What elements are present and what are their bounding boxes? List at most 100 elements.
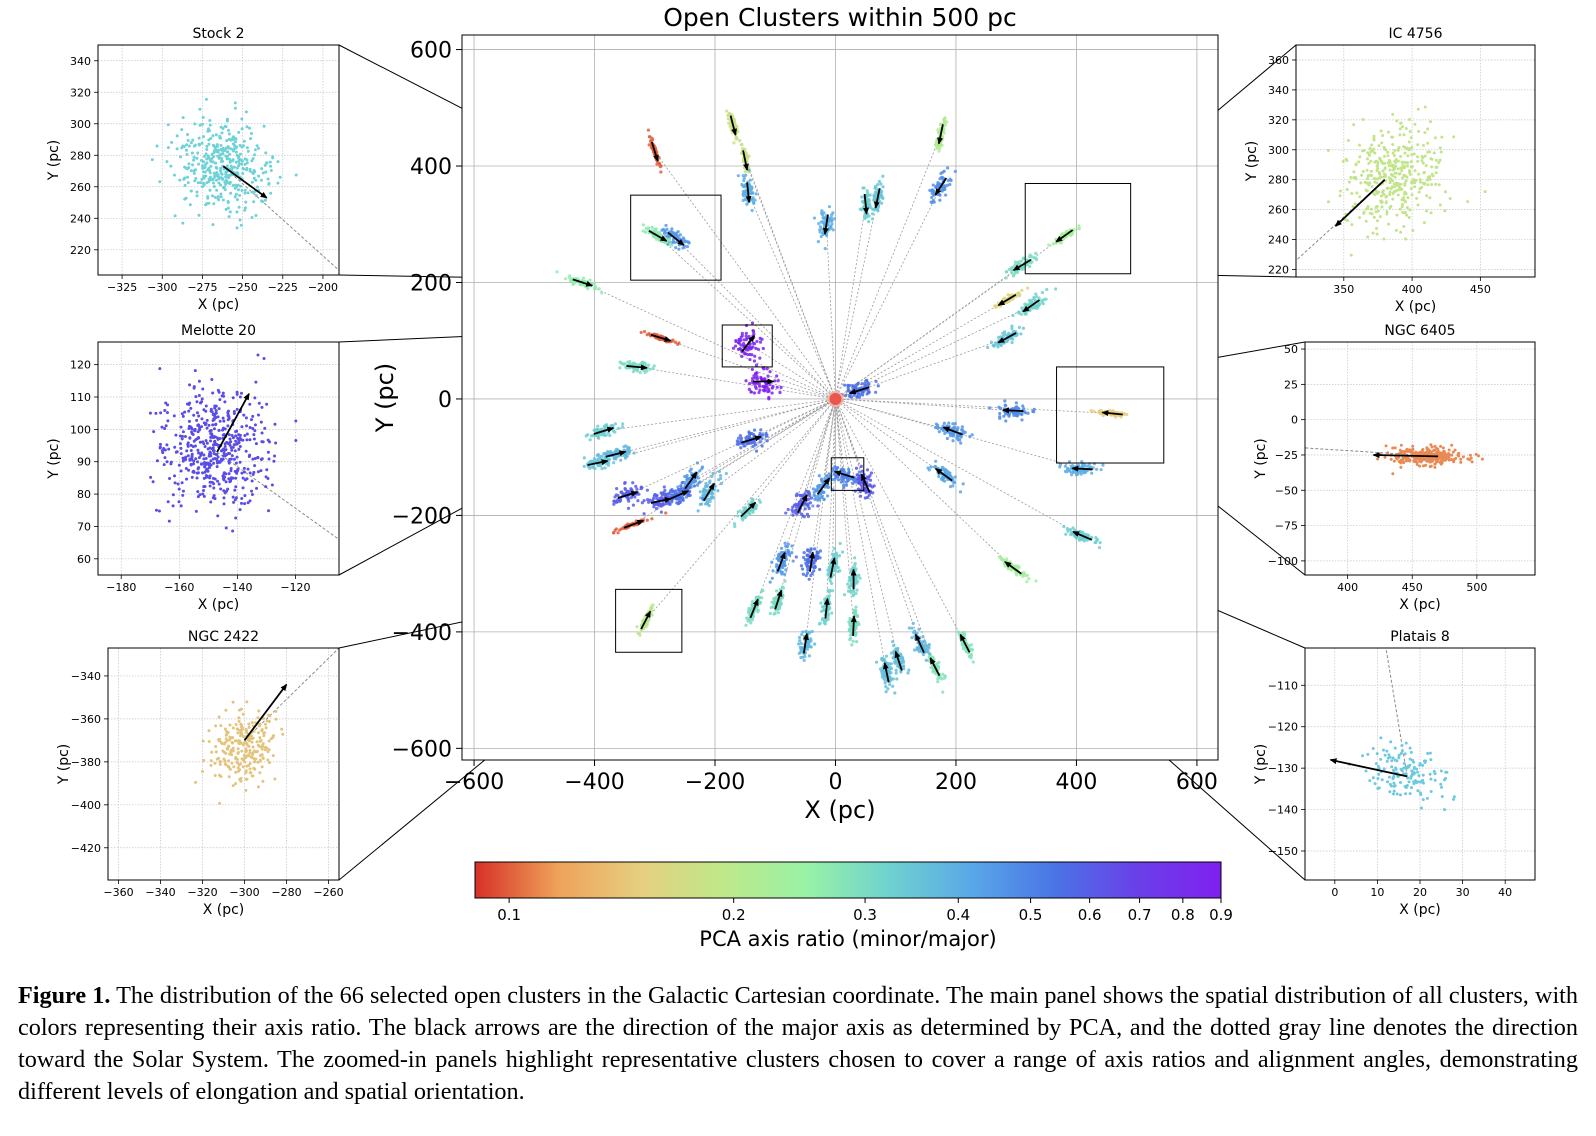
cluster-member-point bbox=[677, 247, 681, 251]
sun-direction-line bbox=[823, 398, 836, 487]
cluster-member-point bbox=[844, 483, 849, 487]
y-tick-label: −200 bbox=[392, 504, 452, 529]
cluster-member-point bbox=[644, 625, 648, 629]
cluster-member-point bbox=[790, 551, 794, 555]
cluster-member-point bbox=[655, 493, 659, 498]
cluster-member-point bbox=[733, 524, 737, 529]
inset-member-point bbox=[189, 169, 193, 173]
cluster-member-point bbox=[847, 467, 851, 471]
inset-member-point bbox=[216, 148, 220, 152]
cluster-member-point bbox=[745, 336, 749, 340]
cluster-member-point bbox=[673, 240, 677, 245]
inset-member-point bbox=[235, 166, 239, 170]
inset-member-point bbox=[250, 190, 254, 194]
cluster-member-point bbox=[826, 614, 830, 619]
cluster-member-point bbox=[658, 232, 662, 236]
cluster-member-point bbox=[751, 507, 755, 512]
cluster-member-point bbox=[948, 182, 952, 187]
inset-member-point bbox=[174, 433, 178, 437]
cluster-member-point bbox=[750, 321, 755, 325]
cluster-member-point bbox=[1076, 472, 1080, 476]
x-tick-label: 200 bbox=[935, 770, 977, 795]
cluster-member-point bbox=[742, 189, 746, 194]
inset-member-point bbox=[185, 148, 189, 152]
inset-y-tick-label: 80 bbox=[77, 488, 91, 501]
cluster-member-point bbox=[695, 461, 700, 465]
cluster-member-point bbox=[959, 441, 963, 445]
cluster-member-point bbox=[1021, 404, 1025, 408]
sun-direction-line bbox=[835, 398, 1083, 537]
inset-member-point bbox=[232, 457, 236, 461]
cluster-member-point bbox=[872, 197, 876, 201]
cluster-member-point bbox=[827, 590, 831, 594]
cluster-member-point bbox=[815, 551, 819, 555]
cluster-member-point bbox=[783, 579, 787, 583]
cluster-member-point bbox=[1080, 460, 1084, 464]
cluster-member-point bbox=[943, 676, 947, 680]
cluster-member-point bbox=[802, 515, 806, 519]
cluster-member-point bbox=[1064, 470, 1069, 474]
inset-member-point bbox=[193, 369, 197, 373]
inset-member-point bbox=[224, 178, 228, 182]
cluster-member-point bbox=[953, 169, 957, 174]
cluster-member-point bbox=[854, 386, 858, 390]
inset-member-point bbox=[265, 161, 269, 165]
cluster-member-point bbox=[807, 577, 811, 581]
cluster-member-point bbox=[744, 379, 748, 383]
cluster-member-point bbox=[831, 228, 835, 232]
cluster-member-point bbox=[668, 242, 672, 246]
main-panel: −600 −400 −200 0 200 400 600−600−400−200020040… bbox=[371, 3, 1219, 824]
cluster-member-point bbox=[840, 550, 845, 554]
y-tick-label: −600 bbox=[392, 737, 452, 762]
cluster-member-point bbox=[929, 666, 933, 670]
cluster-member-point bbox=[748, 178, 752, 182]
cluster-member-point bbox=[1071, 526, 1075, 530]
cluster-member-point bbox=[1002, 414, 1006, 418]
inset-member-point bbox=[250, 171, 254, 175]
cluster-member-point bbox=[817, 222, 821, 226]
cluster-member-point bbox=[784, 568, 788, 572]
cluster-member-point bbox=[940, 427, 944, 431]
cluster-member-point bbox=[813, 547, 817, 551]
cluster-member-point bbox=[861, 186, 865, 190]
cluster-member-point bbox=[917, 649, 921, 654]
cluster-member-point bbox=[956, 426, 960, 430]
inset-member-point bbox=[201, 116, 205, 120]
cluster-member-point bbox=[823, 477, 827, 481]
cluster-member-point bbox=[953, 475, 957, 479]
inset-member-point bbox=[229, 147, 233, 151]
sun-direction-line bbox=[582, 282, 836, 400]
x-tick-label: 0 bbox=[828, 770, 842, 795]
cluster-member-point bbox=[867, 382, 871, 386]
inset-member-point bbox=[195, 418, 199, 422]
inset-member-point bbox=[261, 171, 265, 175]
inset-member-point bbox=[273, 454, 277, 458]
cluster-member-point bbox=[855, 581, 859, 585]
cluster-member-point bbox=[811, 504, 815, 508]
cluster-member-point bbox=[668, 237, 672, 241]
cluster-member-point bbox=[884, 685, 888, 689]
cluster-member-point bbox=[816, 239, 820, 244]
cluster-member-point bbox=[773, 379, 777, 383]
cluster-member-point bbox=[685, 244, 690, 249]
inset-y-tick-label: 280 bbox=[70, 149, 91, 162]
inset-member-point bbox=[201, 166, 205, 170]
cluster-member-point bbox=[663, 488, 667, 493]
cluster-member-point bbox=[894, 668, 898, 672]
inset-member-point bbox=[199, 181, 203, 185]
cluster-member-point bbox=[698, 490, 702, 494]
cluster-member-point bbox=[582, 464, 586, 468]
inset-member-point bbox=[236, 198, 240, 202]
inset-member-point bbox=[200, 141, 204, 145]
cluster-member-point bbox=[640, 501, 644, 505]
inset-member-point bbox=[214, 165, 218, 169]
cluster-member-point bbox=[757, 498, 761, 502]
cluster-member-point bbox=[1086, 464, 1090, 468]
cluster-member-point bbox=[740, 510, 744, 514]
cluster-member-point bbox=[680, 481, 684, 485]
inset-member-point bbox=[276, 181, 280, 185]
cluster-member-point bbox=[816, 504, 820, 508]
inset-y-tick-label: 320 bbox=[70, 86, 91, 99]
inset-member-point bbox=[192, 144, 196, 148]
cluster-member-point bbox=[783, 541, 787, 545]
